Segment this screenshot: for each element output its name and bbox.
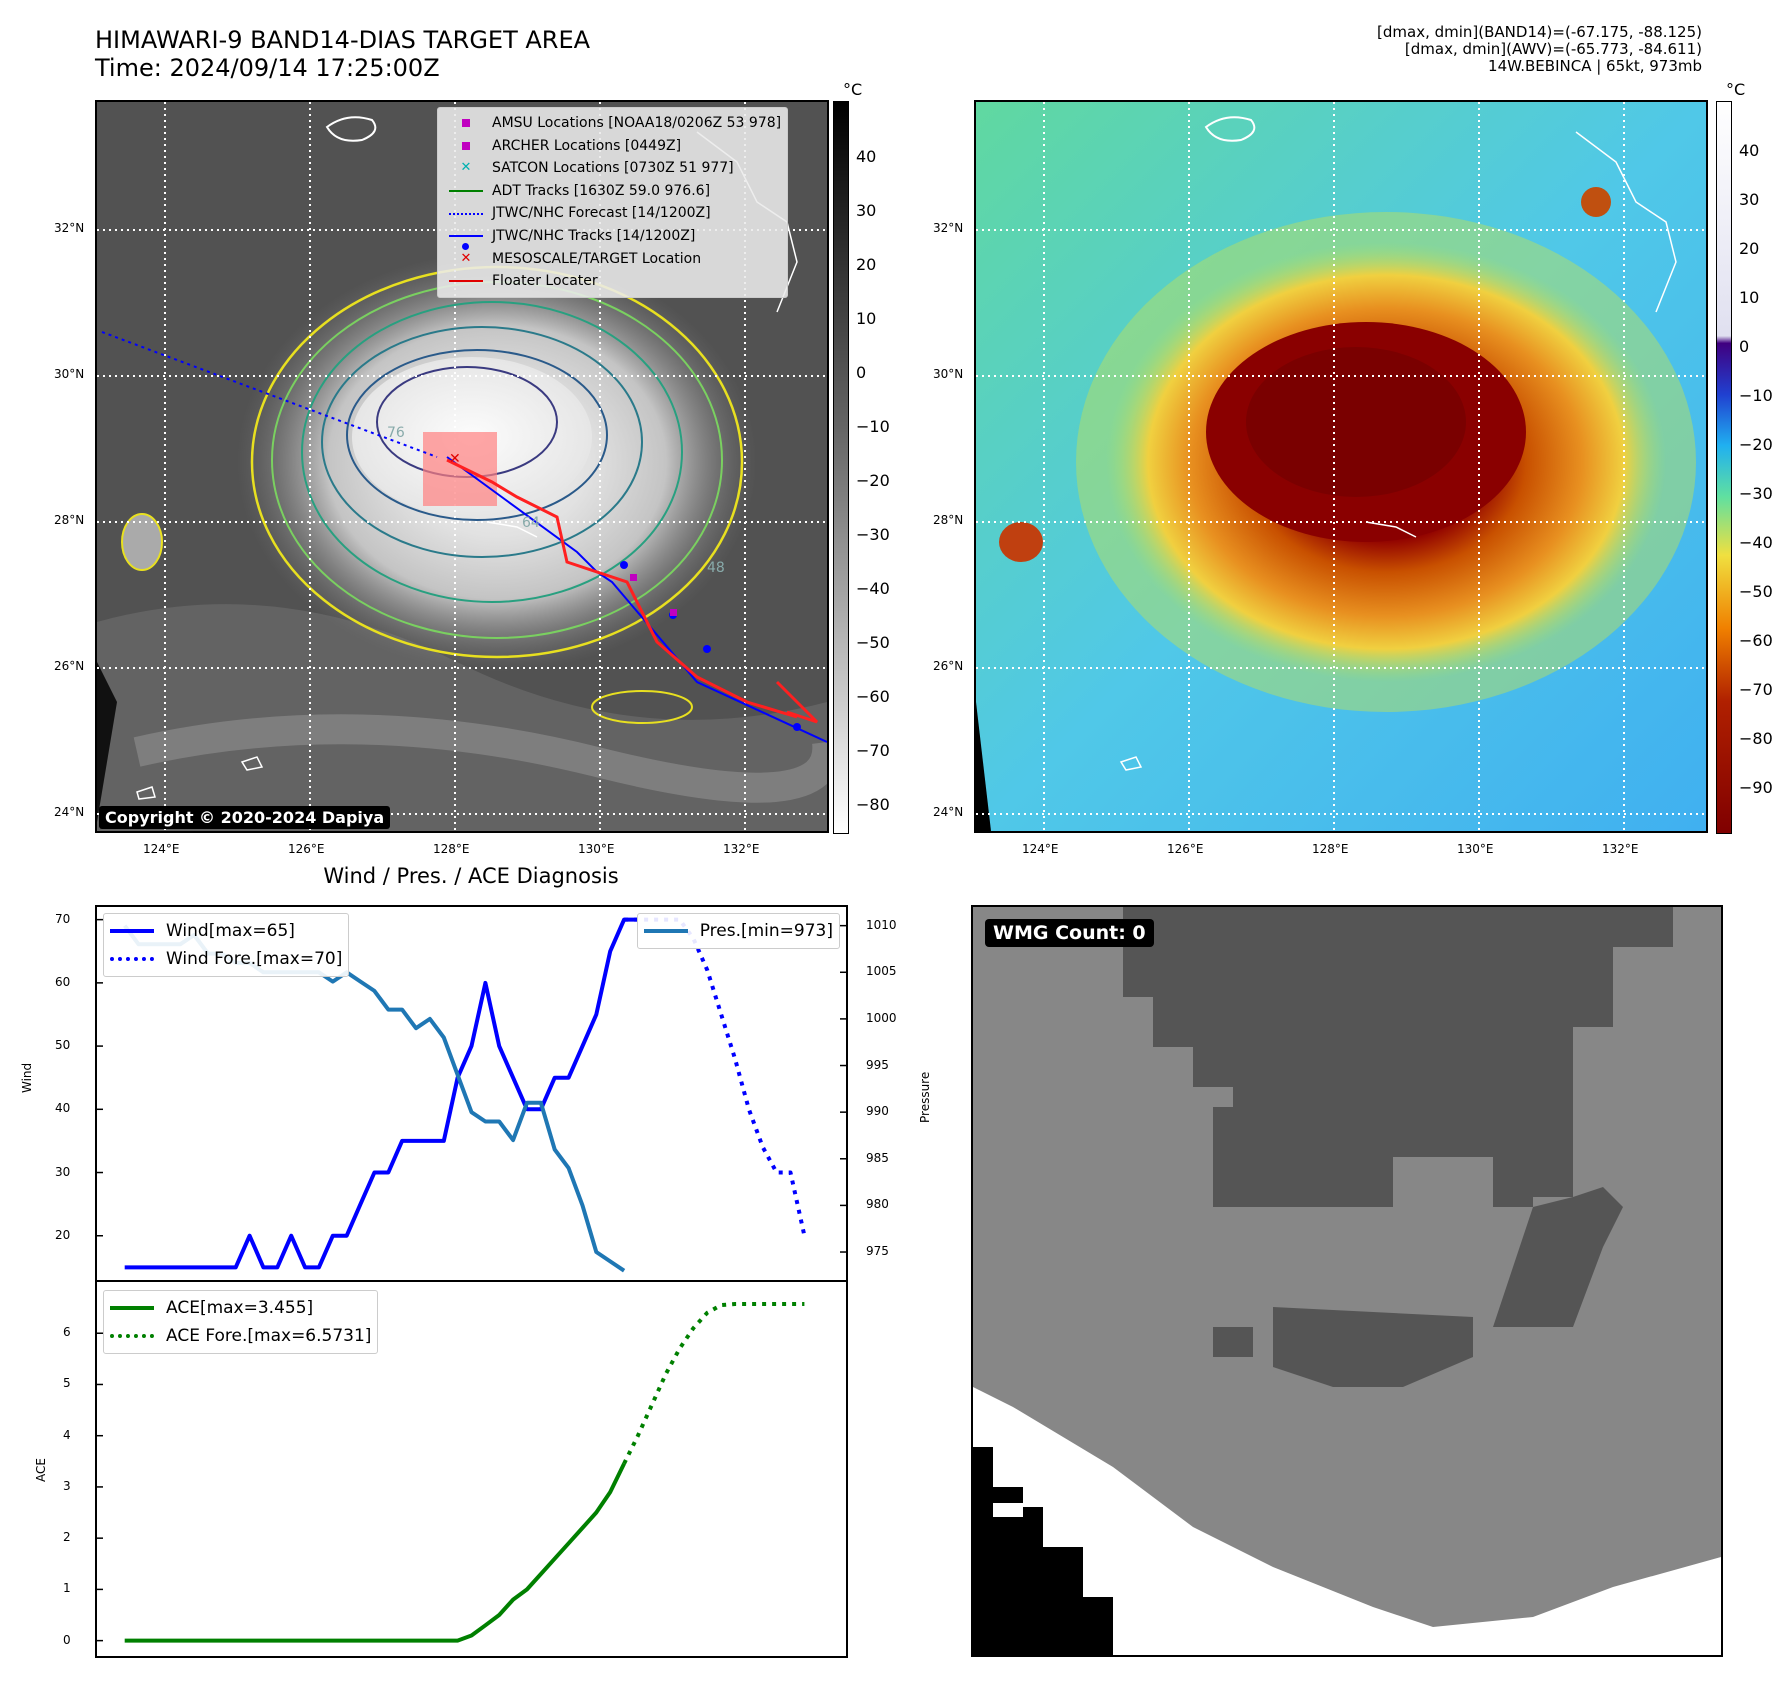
awv-map-image [976,102,1706,831]
ir-colorbar-unit: °C [843,80,863,99]
dotted-line-icon [110,1334,154,1338]
legend-item-ace-fore: ACE Fore.[max=6.5731] [110,1322,371,1350]
legend-item-target: ✕ MESOSCALE/TARGET Location [444,248,781,271]
contour-label-76: 76 [387,425,405,441]
legend-item-adt: ADT Tracks [1630Z 59.0 976.6] [444,180,781,203]
ir-map-legend: AMSU Locations [NOAA18/0206Z 53 978] ARC… [437,107,789,298]
series-line-pressure [123,924,626,1273]
awv-colorbar-unit: °C [1726,80,1746,99]
legend-item-wind-fore: Wind Fore.[max=70] [110,945,342,973]
legend-item-archer: ARCHER Locations [0449Z] [444,135,781,158]
diagnosis-title: Wind / Pres. / ACE Diagnosis [323,864,619,888]
info-band14: [dmax, dmin](BAND14)=(-67.175, -88.125) [1377,23,1702,41]
ir-colorbar [833,101,849,834]
info-storm: 14W.BEBINCA | 65kt, 973mb [1488,57,1702,75]
copyright-badge: Copyright © 2020-2024 Dapiya [99,806,391,829]
wmg-count-badge: WMG Count: 0 [985,919,1154,947]
solid-line-icon [110,1306,154,1310]
storm-info: [dmax, dmin](BAND14)=(-67.175, -88.125) … [1377,24,1702,75]
solid-line-icon [110,929,154,933]
wind-legend: Wind[max=65] Wind Fore.[max=70] [103,913,350,977]
info-awv: [dmax, dmin](AWV)=(-65.773, -84.611) [1404,40,1702,58]
line-marker-icon [449,280,483,283]
wmg-image [973,907,1721,1655]
wind-pressure-plot: Wind[max=65] Wind Fore.[max=70] Pres.[mi… [95,905,848,1282]
title-time: Time: 2024/09/14 17:25:00Z [95,54,440,82]
legend-item-pressure: Pres.[min=973] [643,917,833,945]
ace-legend: ACE[max=3.455] ACE Fore.[max=6.5731] [103,1290,379,1354]
pressure-axis-label: Pressure [918,1071,932,1123]
line-marker-icon [449,190,483,193]
legend-item-satcon: ✕ SATCON Locations [0730Z 51 977] [444,157,781,180]
awv-map-panel [974,100,1708,833]
pressure-legend: Pres.[min=973] [636,913,840,949]
dotted-line-icon [449,212,483,215]
legend-item-wind: Wind[max=65] [110,917,342,945]
contour-label-64: 64 [522,515,540,531]
ace-axis-label: ACE [34,1458,48,1482]
legend-item-jtwc-forecast: JTWC/NHC Forecast [14/1200Z] [444,202,781,225]
awv-colorbar [1716,101,1732,834]
legend-item-ace: ACE[max=3.455] [110,1294,371,1322]
dotted-line-icon [110,957,154,961]
contour-label-48: 48 [707,560,725,576]
series-line-ace [124,1462,626,1643]
wind-axis-label: Wind [20,1062,34,1093]
square-marker-icon [462,119,470,128]
ace-plot: ACE[max=3.455] ACE Fore.[max=6.5731] [95,1280,848,1658]
x-marker-icon: ✕ [460,160,472,176]
legend-item-jtwc-tracks: JTWC/NHC Tracks [14/1200Z] [444,225,781,251]
line-dot-icon [449,235,483,238]
series-line-wind [124,917,638,1270]
solid-line-icon [643,929,688,933]
x-marker-icon: ✕ [460,250,472,266]
wmg-panel: WMG Count: 0 [971,905,1723,1657]
square-marker-icon [462,141,470,150]
ace-svg [97,1302,805,1643]
title-satellite: HIMAWARI-9 BAND14-DIAS TARGET AREA [95,26,591,54]
legend-item-amsu: AMSU Locations [NOAA18/0206Z 53 978] [444,112,781,135]
ir-map-panel: ✕ 76 64 48 AMSU Locations [NOAA18/0206Z … [95,100,829,833]
series-line-wind-forecast [624,917,807,1237]
series-line-ace-forecast [622,1302,805,1465]
figure-title: HIMAWARI-9 BAND14-DIAS TARGET AREA Time:… [95,26,590,82]
svg-text:✕: ✕ [449,451,461,467]
legend-item-floater: Floater Locater [444,270,781,293]
